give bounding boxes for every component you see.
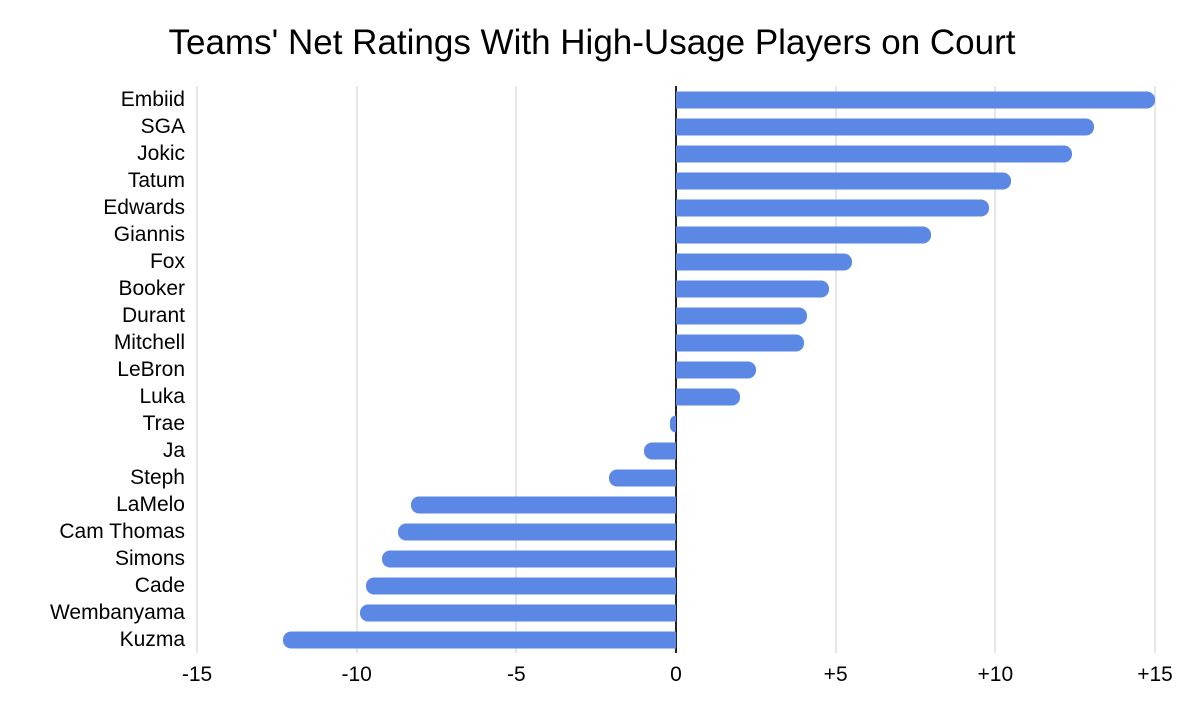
gridline [1154,86,1156,653]
plot-area [196,86,1156,653]
category-label-booker: Booker [118,276,185,300]
x-tick-label: -15 [181,663,213,686]
bar-cam-thomas [398,523,676,540]
category-label-embiid: Embiid [120,87,185,111]
bar-row [197,518,1155,545]
bar-row [197,437,1155,464]
bar-jokic [676,145,1072,162]
category-label-kuzma: Kuzma [119,627,185,651]
chart-title: Teams' Net Ratings With High-Usage Playe… [168,23,1016,62]
x-tick-label: -5 [506,663,526,686]
bar-row [197,599,1155,626]
bar-row [197,140,1155,167]
bar-row [197,329,1155,356]
bar-row [197,491,1155,518]
gridline [356,86,358,653]
bar-sga [676,118,1095,135]
gridline [196,86,198,653]
bar-trae [669,415,676,432]
category-label-luka: Luka [139,384,185,408]
x-axis-labels: -15 -10 -5 0 +5 +10 +15 [182,653,1173,697]
x-axis-spacer [0,653,197,697]
x-tick-label: 0 [670,663,682,686]
bar-edwards [676,199,989,216]
category-label-wembanyama: Wembanyama [49,600,185,624]
bar-row [197,410,1155,437]
category-label-sga: SGA [140,114,185,138]
gridline [835,86,837,653]
x-tick-label: -10 [341,663,372,686]
bar-row [197,302,1155,329]
bar-row [197,248,1155,275]
bar-wembanyama [359,604,676,621]
bar-tatum [676,172,1012,189]
bar-ja [644,442,676,459]
x-tick-label: +5 [823,663,848,686]
bar-row [197,194,1155,221]
bar-row [197,464,1155,491]
bar-lamelo [410,496,676,513]
category-label-lebron: LeBron [117,357,185,381]
bar-row [197,356,1155,383]
category-label-cam-thomas: Cam Thomas [59,519,185,543]
bar-cade [366,577,676,594]
bar-durant [676,307,807,324]
category-label-giannis: Giannis [113,222,185,246]
bar-row [197,626,1155,653]
category-label-jokic: Jokic [137,141,185,165]
category-label-steph: Steph [130,465,185,489]
category-label-lamelo: LaMelo [116,492,185,516]
category-label-simons: Simons [114,546,185,570]
bar-row [197,86,1155,113]
x-axis-row: -15 -10 -5 0 +5 +10 +15 [0,653,1184,697]
bar-giannis [676,226,932,243]
category-label-durant: Durant [121,303,185,327]
bar-row [197,572,1155,599]
category-label-cade: Cade [134,573,185,597]
bar-row [197,167,1155,194]
x-tick-label: +15 [1137,663,1173,686]
bars-layer [197,86,1155,653]
category-label-tatum: Tatum [127,168,185,192]
bar-lebron [676,361,756,378]
bar-row [197,275,1155,302]
bar-row [197,545,1155,572]
bar-mitchell [676,334,804,351]
x-tick-label: +10 [977,663,1014,686]
category-label-fox: Fox [149,249,185,273]
bar-simons [382,550,676,567]
bar-steph [608,469,676,486]
category-label-ja: Ja [162,438,185,462]
bar-booker [676,280,830,297]
bar-row [197,383,1155,410]
bar-kuzma [283,631,676,648]
bar-luka [676,388,740,405]
bar-embiid [676,91,1155,108]
category-label-edwards: Edwards [103,195,185,219]
category-label-trae: Trae [142,411,185,435]
bar-fox [676,253,852,270]
bar-row [197,113,1155,140]
chart-body: Embiid SGA Jokic Tatum Edwards Giannis Fox Book… [0,86,1184,653]
category-label-mitchell: Mitchell [113,330,185,354]
bar-row [197,221,1155,248]
gridline [994,86,996,653]
y-axis-labels: Embiid SGA Jokic Tatum Edwards Giannis Fox Book… [0,86,197,653]
gridline [515,86,517,653]
